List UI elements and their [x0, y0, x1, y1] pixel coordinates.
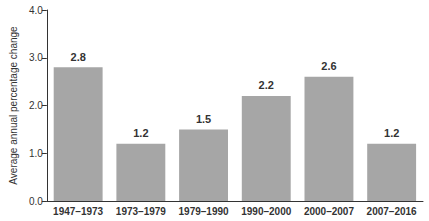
svg-text:2.8: 2.8 — [71, 51, 86, 63]
svg-text:1.2: 1.2 — [384, 127, 399, 139]
svg-text:2000–2007: 2000–2007 — [304, 206, 354, 217]
svg-text:2.0: 2.0 — [29, 100, 43, 111]
svg-text:1.5: 1.5 — [196, 113, 211, 125]
svg-text:1.0: 1.0 — [29, 148, 43, 159]
svg-text:Average annual percentage chan: Average annual percentage change — [8, 26, 19, 185]
svg-text:3.0: 3.0 — [29, 52, 43, 63]
svg-text:0.0: 0.0 — [29, 196, 43, 207]
svg-text:2007–2016: 2007–2016 — [367, 206, 417, 217]
svg-text:1973–1979: 1973–1979 — [116, 206, 166, 217]
svg-text:4.0: 4.0 — [29, 5, 43, 16]
svg-text:1979–1990: 1979–1990 — [179, 206, 229, 217]
svg-text:1990–2000: 1990–2000 — [241, 206, 291, 217]
svg-text:1947–1973: 1947–1973 — [53, 206, 103, 217]
svg-text:1.2: 1.2 — [133, 127, 148, 139]
svg-text:2.6: 2.6 — [321, 60, 336, 72]
svg-text:2.2: 2.2 — [259, 79, 274, 91]
